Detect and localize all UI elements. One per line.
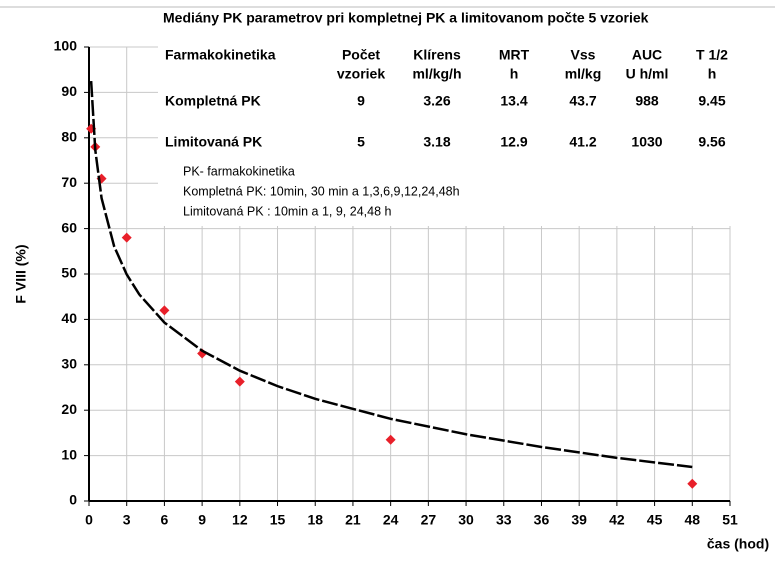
y-tick-label: 30	[61, 356, 77, 372]
x-tick-label: 51	[722, 512, 738, 528]
table-cell: Limitovaná PK	[165, 134, 262, 150]
table-cell: 3.26	[423, 93, 450, 109]
table-cell: 12.9	[500, 134, 527, 150]
table-header: vzoriek	[337, 66, 385, 82]
x-tick-label: 42	[609, 512, 625, 528]
data-point	[121, 232, 132, 243]
y-tick-label: 90	[61, 83, 77, 99]
table-cell: Kompletná PK	[165, 93, 261, 109]
x-tick-label: 39	[571, 512, 587, 528]
table-header: MRT	[499, 47, 530, 63]
table-cell: 5	[357, 134, 365, 150]
table-cell: 988	[635, 93, 659, 109]
table-header: Farmakokinetika	[165, 47, 276, 63]
x-tick-label: 27	[421, 512, 437, 528]
table-header: AUC	[632, 47, 662, 63]
y-tick-label: 20	[61, 401, 77, 417]
x-tick-label: 12	[232, 512, 248, 528]
table-panel	[158, 9, 775, 226]
table-cell: 41.2	[569, 134, 596, 150]
x-tick-label: 33	[496, 512, 512, 528]
x-axis-label: čas (hod)	[707, 536, 769, 552]
table-cell: 43.7	[569, 93, 596, 109]
data-point	[385, 434, 396, 445]
table-header: h	[708, 66, 717, 82]
annotation: Kompletná PK: 10min, 30 min a 1,3,6,9,12…	[183, 184, 460, 198]
x-tick-label: 18	[307, 512, 323, 528]
y-tick-label: 60	[61, 219, 77, 235]
x-tick-label: 48	[685, 512, 701, 528]
table-header: U h/ml	[626, 66, 669, 82]
x-tick-label: 15	[270, 512, 286, 528]
y-axis-label: F VIII (%)	[13, 244, 29, 303]
table-cell: 1030	[631, 134, 662, 150]
y-tick-label: 80	[61, 129, 77, 145]
y-tick-label: 10	[61, 446, 77, 462]
annotation: Limitovaná PK : 10min a 1, 9, 24,48 h	[183, 204, 392, 218]
y-tick-label: 0	[69, 492, 77, 508]
x-tick-label: 36	[534, 512, 550, 528]
x-tick-label: 0	[85, 512, 93, 528]
table-header: Počet	[342, 47, 380, 63]
y-tick-label: 50	[61, 265, 77, 281]
table-cell: 13.4	[500, 93, 527, 109]
data-point	[687, 478, 698, 489]
table-header: h	[510, 66, 519, 82]
x-tick-label: 21	[345, 512, 361, 528]
table-title: Mediány PK parametrov pri kompletnej PK …	[163, 10, 649, 26]
table-header: ml/kg	[565, 66, 602, 82]
x-tick-label: 3	[123, 512, 131, 528]
x-tick-label: 6	[161, 512, 169, 528]
table-header: T 1/2	[696, 47, 728, 63]
table-header: Vss	[571, 47, 596, 63]
x-tick-label: 45	[647, 512, 663, 528]
table-cell: 9.45	[698, 93, 725, 109]
x-tick-label: 24	[383, 512, 399, 528]
table-header: ml/kg/h	[412, 66, 461, 82]
data-point	[159, 305, 170, 316]
x-tick-label: 30	[458, 512, 474, 528]
x-tick-label: 9	[198, 512, 206, 528]
fit-curve	[89, 80, 693, 469]
table-header: Klírens	[413, 47, 461, 63]
y-tick-label: 70	[61, 174, 77, 190]
table-cell: 9	[357, 93, 365, 109]
table-cell: 3.18	[423, 134, 450, 150]
annotation: PK- farmakokinetika	[183, 164, 295, 178]
y-tick-label: 40	[61, 310, 77, 326]
table-cell: 9.56	[698, 134, 725, 150]
data-point	[234, 376, 245, 387]
y-tick-label: 100	[54, 38, 78, 54]
